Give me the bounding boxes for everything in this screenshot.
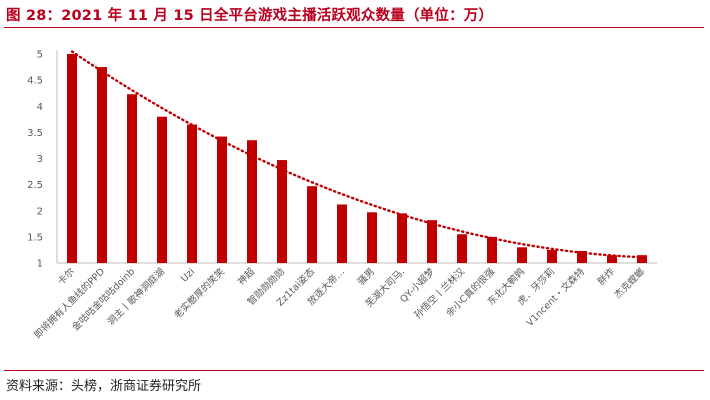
bar: [517, 247, 527, 263]
y-tick-labels: 1 1.5 2 2.5 3 3.5 4 4.5 5: [27, 50, 43, 270]
bar: [397, 213, 407, 263]
bar-chart: 1 1.5 2 2.5 3 3.5 4 4.5 5 卡尔即将拥有人鱼线的PPD金咕咕金咕咕doi…: [27, 50, 657, 341]
y-tick-label: 3.5: [27, 128, 43, 139]
y-tick-label: 1.5: [27, 232, 43, 243]
chart-title: 图 28：2021 年 11 月 15 日全平台游戏主播活跃观众数量（单位：万）: [6, 8, 494, 24]
y-tick-label: 2: [37, 206, 43, 217]
y-tick-label: 2.5: [27, 180, 43, 191]
bar: [67, 54, 77, 263]
category-label: 卡尔: [55, 265, 77, 287]
bar: [277, 160, 287, 263]
bar: [97, 67, 107, 263]
category-label: Uzi: [179, 266, 197, 284]
y-tick-label: 1: [37, 259, 43, 270]
bar: [607, 255, 617, 263]
source-rule: [4, 370, 704, 371]
bar: [637, 255, 647, 263]
y-tick-label: 4: [37, 102, 43, 113]
category-label: 孙悟空丨兰林汉: [412, 265, 468, 321]
category-label: 胖炸: [595, 265, 617, 287]
category-label: 骚男: [356, 266, 377, 287]
trend-line: [70, 50, 644, 259]
bar: [157, 116, 167, 263]
bar: [547, 249, 557, 263]
category-label: 杰克螳螂: [612, 265, 648, 301]
bar: [127, 94, 137, 263]
y-tick-label: 4.5: [27, 76, 43, 87]
bar: [487, 236, 497, 263]
y-tick-label: 3: [37, 154, 43, 165]
bar: [427, 220, 437, 263]
bar: [457, 234, 467, 263]
bar: [307, 186, 317, 263]
category-label: 老实憨厚的笑笑: [172, 265, 228, 321]
bar: [367, 212, 377, 263]
bar: [187, 124, 197, 263]
source-note: 资料来源：头榜，浙商证券研究所: [6, 379, 202, 394]
y-tick-label: 5: [37, 50, 43, 61]
bars: [67, 54, 647, 263]
bar: [247, 140, 257, 263]
bar: [217, 136, 227, 263]
bar: [337, 204, 347, 263]
bar: [577, 250, 587, 263]
title-rule: [4, 27, 704, 28]
category-label: 神超: [235, 265, 257, 287]
